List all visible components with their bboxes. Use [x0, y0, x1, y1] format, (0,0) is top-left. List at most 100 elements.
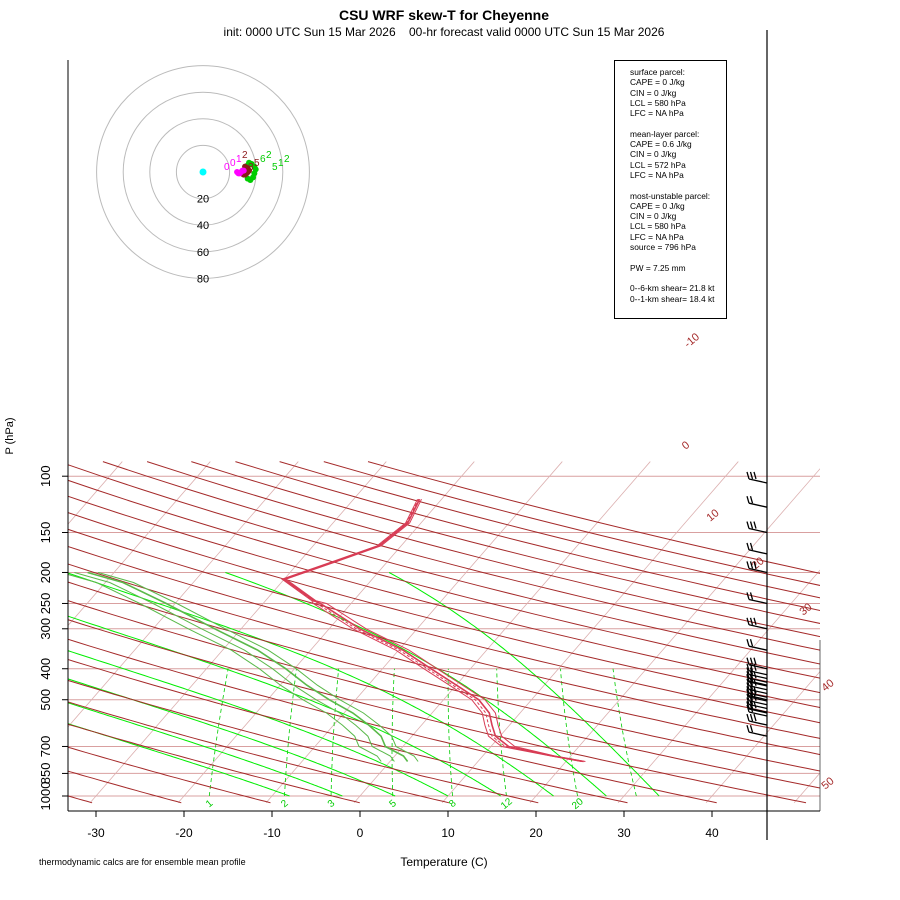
dry-adiabat-line [191, 461, 820, 624]
hodograph-ring [122, 91, 284, 253]
dry-adiabat-line [68, 464, 820, 665]
x-tick-label: 30 [617, 826, 631, 840]
mixing-ratio-label: 1 [204, 798, 216, 810]
x-tick-label: -10 [263, 826, 281, 840]
storm-motion-marker [199, 168, 207, 176]
temperature-member [280, 498, 582, 762]
dry-adiabat-lines [0, 461, 820, 804]
mixed-lcl: LCL = 572 hPa [630, 159, 686, 170]
y-tick-label: 500 [38, 689, 53, 711]
moist-adiabat-line [68, 702, 343, 797]
hodograph-point-label: 6 [260, 154, 266, 165]
dewpoint-member [74, 572, 395, 762]
mixing-ratio-line [391, 668, 395, 796]
mixing-ratio-line [284, 668, 297, 797]
axes [62, 30, 821, 840]
x-tick-label: 0 [357, 826, 364, 840]
y-tick-label: 1000 [38, 782, 53, 811]
wind-barb [746, 657, 768, 670]
hodograph-point-label: 2 [266, 150, 272, 161]
moist-adiabat-line [225, 572, 607, 797]
dry-adiabat-line [68, 746, 271, 804]
hodograph-point [240, 167, 247, 174]
mixed-parcel-title: mean-layer parcel: [630, 128, 700, 139]
isotherm-line [265, 461, 563, 804]
dry-adiabat-line [68, 512, 820, 708]
temperature-member [282, 498, 583, 762]
dry-adiabat-line [68, 679, 539, 804]
dry-adiabat-line [68, 659, 628, 804]
dewpoint-member [98, 572, 419, 762]
mu-lfc: LFC = NA hPa [630, 231, 684, 242]
dry-adiabat-line [68, 479, 820, 679]
hodograph-ring-label: 60 [197, 247, 209, 259]
surface-cape: CAPE = 0 J/kg [630, 77, 685, 88]
dry-adiabat-line [0, 462, 3, 803]
surface-lfc: LFC = NA hPa [630, 108, 684, 119]
hodograph-point-label: 0 [224, 162, 230, 173]
precipitable-water: PW = 7.25 mm [630, 262, 686, 273]
wind-barb [746, 521, 768, 534]
isotherm-line [0, 462, 34, 803]
moist-adiabat-line [388, 572, 660, 797]
sounding-profiles [68, 498, 586, 763]
y-tick-label: 200 [38, 562, 53, 584]
wind-barb [746, 673, 768, 686]
hodograph-point-label: 0 [230, 158, 236, 169]
isotherm-line [617, 569, 820, 804]
moist-adiabat-line [68, 650, 449, 797]
isotherm-label: 50 [820, 775, 837, 792]
mixing-ratio-lines [208, 668, 637, 797]
dry-adiabat-line [68, 619, 807, 804]
x-axis-title: Temperature (C) [400, 855, 487, 869]
mu-cin: CIN = 0 J/kg [630, 211, 677, 222]
hodograph-point-label: 1 [236, 154, 242, 165]
x-tick-label: 20 [529, 826, 543, 840]
mixing-ratio-label: 2 [279, 798, 291, 810]
shear-0-6km: 0--6-km shear= 21.8 kt [630, 283, 715, 294]
wind-barb [746, 713, 768, 726]
mixed-cape: CAPE = 0.6 J/kg [630, 139, 692, 150]
x-tick-label: -20 [175, 826, 193, 840]
hodograph-ring [175, 144, 231, 200]
y-tick-label: 250 [38, 593, 53, 615]
wind-barb [746, 542, 768, 555]
isotherm-line [529, 468, 820, 804]
mixing-ratio-line [330, 668, 340, 796]
dry-adiabat-line [146, 461, 820, 638]
isotherm-line [177, 461, 475, 804]
surface-lcl: LCL = 580 hPa [630, 97, 686, 108]
isotherm-line [441, 461, 739, 804]
x-tick-label: -30 [87, 826, 105, 840]
hodograph-ring-label: 20 [197, 194, 209, 206]
isotherm-line [68, 461, 211, 627]
temperature-member [284, 498, 586, 762]
wind-barb [746, 688, 768, 701]
dry-adiabat-line [68, 701, 450, 804]
chart-subtitle: init: 0000 UTC Sun 15 Mar 2026 00-hr for… [223, 25, 665, 39]
mixed-lfc: LFC = NA hPa [630, 169, 684, 180]
dry-adiabat-line [68, 545, 820, 739]
isotherm-line [68, 461, 123, 525]
stability-stats-box: surface parcel: CAPE = 0 J/kg CIN = 0 J/… [614, 60, 727, 319]
surface-parcel-title: surface parcel: [630, 67, 685, 77]
y-tick-label: 850 [38, 763, 53, 785]
wind-barbs [746, 471, 768, 737]
hodograph-point-label: 1 [278, 158, 284, 169]
isotherm-label: 40 [820, 677, 837, 694]
y-axis-title: P (hPa) [4, 417, 16, 454]
x-tick-label: 40 [705, 826, 719, 840]
isobar-lines [68, 475, 820, 797]
dry-adiabat-line [68, 770, 182, 804]
moist-adiabat-line [68, 678, 396, 797]
hodograph-ring-label: 80 [197, 273, 209, 285]
isotherm-line [705, 670, 820, 804]
mixing-ratio-line [447, 668, 453, 797]
y-tick-label: 700 [38, 736, 53, 758]
wind-barb [746, 592, 768, 605]
dry-adiabat-line [68, 581, 820, 772]
y-tick-label: 300 [38, 618, 53, 640]
chart-title: CSU WRF skew-T for Cheyenne [338, 7, 550, 23]
